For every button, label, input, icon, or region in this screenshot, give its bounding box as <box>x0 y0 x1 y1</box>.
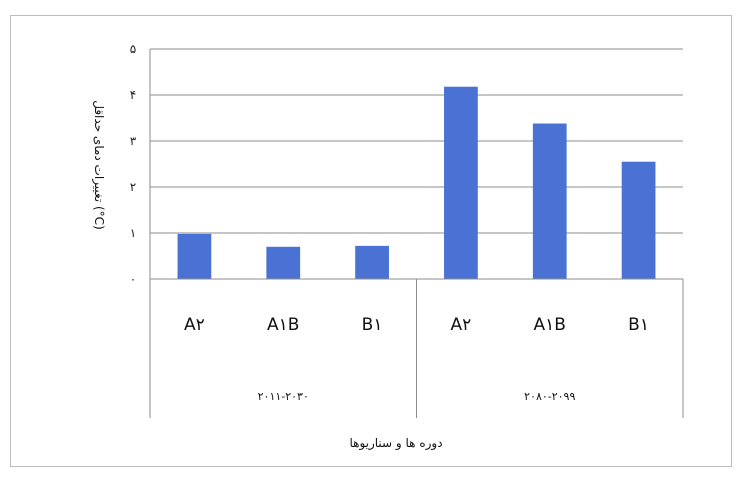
labels: ۰ ۱ ۲ ۳ ۴ ۵ A۲ A۱B B۱ ۲۰۱۱-۲۰۳۰ A۲ A۱B B۱ ۲۰۸۰-۲۰۹۹ <box>130 42 649 403</box>
axes <box>149 49 684 418</box>
y-tick-label-0: ۰ <box>130 272 136 286</box>
y-tick-label-3: ۳ <box>130 134 137 148</box>
bars <box>177 86 656 280</box>
y-tick-label-5: ۵ <box>130 42 136 56</box>
category-label-0-1: A۱B <box>267 315 299 335</box>
group-label-0: ۲۰۱۱-۲۰۳۰ <box>258 390 309 403</box>
category-label-0-2: B۱ <box>362 315 383 335</box>
bar-0-2 <box>355 245 389 279</box>
chart-frame <box>10 15 732 467</box>
x-axis-title: دوره ها و سناریوها <box>349 436 442 451</box>
category-label-0-0: A۲ <box>184 315 205 335</box>
category-label-1-1: A۱B <box>534 315 566 335</box>
category-label-1-2: B۱ <box>628 315 649 335</box>
grid-lines <box>150 48 683 234</box>
bar-1-2 <box>621 161 656 279</box>
y-tick-label-4: ۴ <box>130 88 136 102</box>
bar-1-1 <box>532 123 567 280</box>
y-tick-label-2: ۲ <box>130 180 136 194</box>
bar-0-1 <box>266 246 301 279</box>
y-tick-label-1: ۱ <box>130 226 136 240</box>
group-label-1: ۲۰۸۰-۲۰۹۹ <box>524 390 575 403</box>
bar-1-0 <box>444 86 478 279</box>
y-axis-title: تغییرات دمای حداقل (°C) <box>91 100 106 230</box>
bar-0-0 <box>177 233 212 279</box>
category-label-1-0: A۲ <box>451 315 472 335</box>
